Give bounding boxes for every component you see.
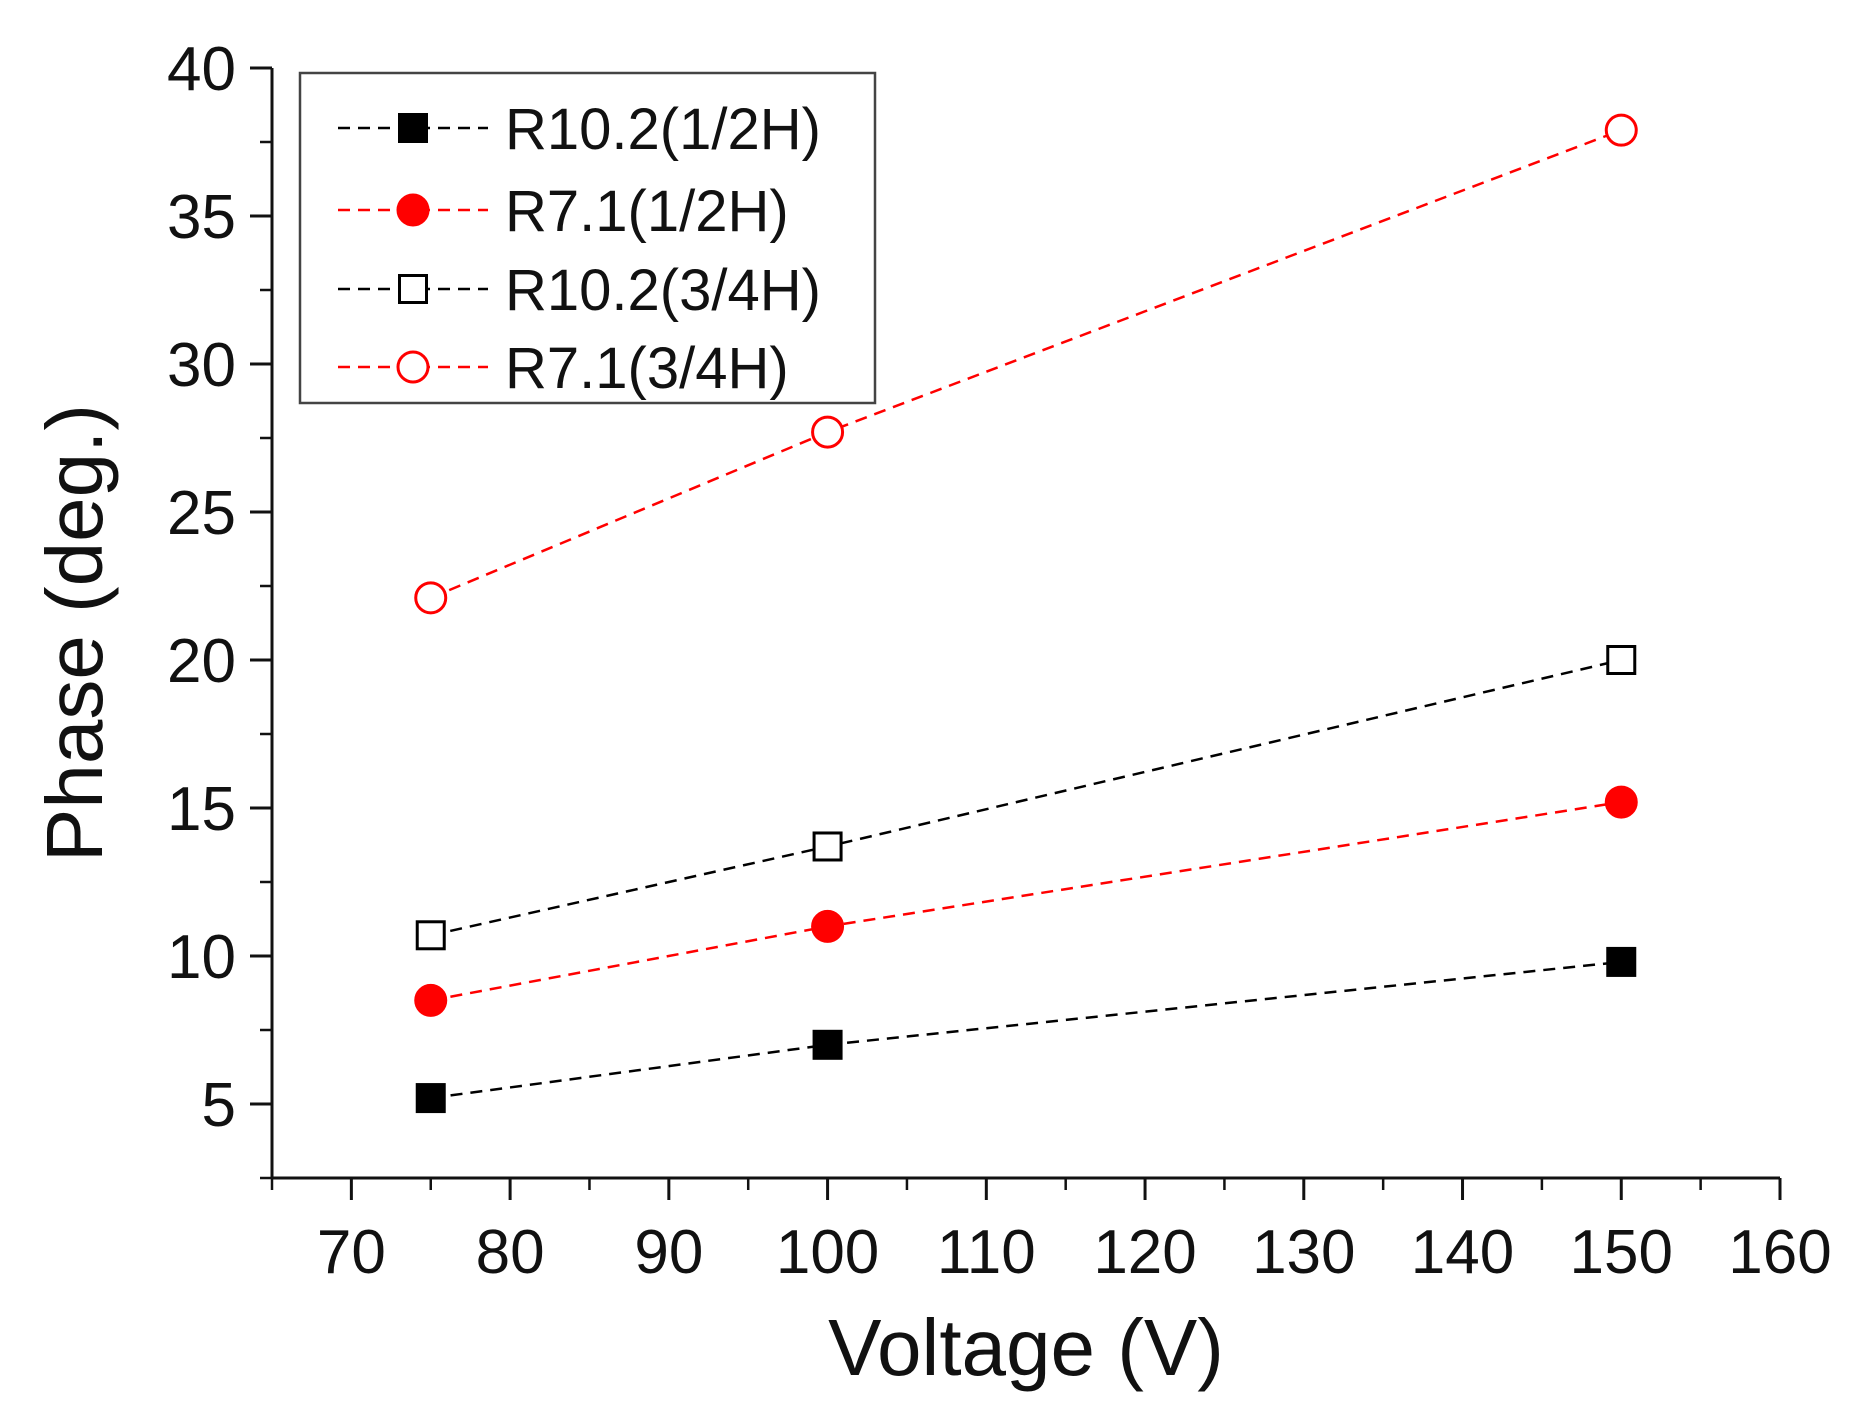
legend-marker-0 <box>398 113 428 143</box>
legend-marker-2 <box>398 274 428 304</box>
legend-marker-1 <box>396 193 430 227</box>
y-tick-label: 40 <box>167 35 236 104</box>
ticks: 70 80 90 100 110 120 130 140 150 160 5 10 15 20 25 30 35… <box>167 35 1832 1287</box>
legend-label-3: R7.1(3/4H) <box>505 336 789 401</box>
data-point-series-0 <box>812 1029 843 1060</box>
x-tick-label: 70 <box>317 1218 386 1287</box>
legend-label-1: R7.1(1/2H) <box>505 179 789 244</box>
x-axis-title: Voltage (V) <box>828 1303 1224 1392</box>
data-point-series-3 <box>1604 113 1638 147</box>
x-tick-label: 80 <box>476 1218 545 1287</box>
data-point-series-3 <box>811 415 845 449</box>
x-tick-label: 150 <box>1570 1218 1673 1287</box>
x-tick-label: 130 <box>1252 1218 1355 1287</box>
axes <box>270 68 1780 1180</box>
legend-marker-3 <box>396 350 430 384</box>
data-point-series-1 <box>1604 785 1638 819</box>
y-tick-label: 25 <box>167 479 236 548</box>
y-tick-label: 10 <box>167 923 236 992</box>
x-tick-label: 90 <box>634 1218 703 1287</box>
series-line-0 <box>430 960 1622 1100</box>
y-tick-label: 30 <box>167 331 236 400</box>
data-points <box>414 113 1638 1114</box>
legend-label-2: R10.2(3/4H) <box>505 258 821 323</box>
x-tick-label: 140 <box>1411 1218 1514 1287</box>
data-point-series-2 <box>812 831 843 862</box>
x-tick-label: 100 <box>776 1218 879 1287</box>
data-point-series-3 <box>414 581 448 615</box>
y-tick-label: 35 <box>167 183 236 252</box>
series-line-2 <box>430 658 1622 937</box>
data-point-series-2 <box>1606 645 1637 675</box>
x-tick-label: 160 <box>1728 1218 1831 1287</box>
y-tick-label: 20 <box>167 627 236 696</box>
legend-box <box>298 71 877 405</box>
legend: R10.2(1/2H) R7.1(1/2H) R10.2(3/4H) R7.1(3/4… <box>298 71 877 405</box>
y-axis-title: Phase (deg.) <box>30 404 119 862</box>
y-tick-label: 15 <box>167 775 236 844</box>
legend-label-0: R10.2(1/2H) <box>505 97 821 162</box>
x-tick-label: 110 <box>937 1218 1036 1287</box>
series-line-1 <box>430 800 1622 1002</box>
data-point-series-1 <box>811 909 845 943</box>
data-point-series-1 <box>414 983 448 1017</box>
x-tick-label: 120 <box>1093 1218 1196 1287</box>
data-point-series-0 <box>415 1083 446 1114</box>
data-point-series-0 <box>1606 946 1637 977</box>
y-tick-label: 5 <box>202 1071 236 1140</box>
data-point-series-2 <box>415 920 446 951</box>
